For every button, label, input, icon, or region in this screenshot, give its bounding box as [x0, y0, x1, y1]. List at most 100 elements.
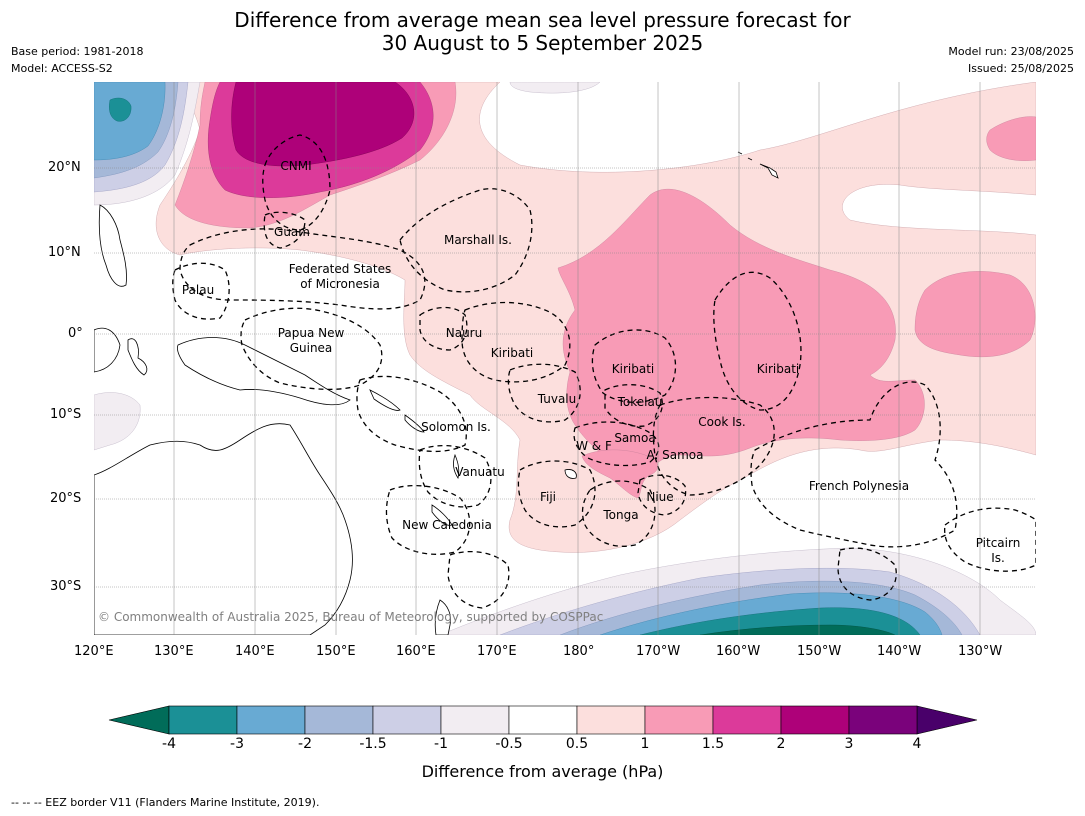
label-fsm-line2: of Micronesia — [300, 277, 380, 291]
eez-kiribati-east — [713, 271, 802, 411]
label-pitcairn-line2: Is. — [991, 551, 1005, 565]
colorbar-under-arrow — [108, 705, 170, 735]
label-marshall: Marshall Is. — [444, 233, 512, 247]
copyright-notice: © Commonwealth of Australia 2025, Bureau… — [98, 610, 603, 624]
lon-label-120e: 120°E — [74, 644, 114, 659]
eez-pitcairn — [944, 507, 1036, 572]
colorbar-tick-label: 4 — [912, 736, 922, 752]
label-png-line2: Guinea — [290, 341, 333, 355]
issued-text: Issued: 25/08/2025 — [967, 62, 1074, 75]
eez-wf-samoa — [573, 421, 660, 467]
map-plot-area: CNMI Guam Marshall Is. Federated States … — [94, 82, 1036, 635]
model-text: Model: ACCESS-S2 — [11, 62, 113, 75]
model-run-text: Model run: 23/08/2025 — [948, 45, 1074, 58]
colorbar-bin — [372, 705, 442, 735]
coastlines — [94, 151, 779, 635]
anomaly-neg1-to-neg0.5-northcentre — [509, 82, 601, 94]
anomaly-1-to-1.5-central — [557, 188, 925, 481]
colorbar-tick-label: -1.5 — [359, 736, 387, 752]
label-fsm-line1: Federated States — [289, 262, 391, 276]
lon-label-130e: 130°E — [154, 644, 194, 659]
colorbar-bin — [168, 705, 238, 735]
label-samoa: Samoa — [614, 431, 655, 445]
label-tonga: Tonga — [602, 508, 638, 522]
lon-label-140w: 140°W — [877, 644, 922, 659]
lat-label-30s: 30°S — [50, 579, 82, 594]
eez-solomon — [356, 375, 467, 453]
colorbar-tick-label: 3 — [844, 736, 854, 752]
eez-cnmi — [262, 134, 331, 231]
base-period: Base period: 1981-2018 Model: ACCESS-S2 — [11, 43, 143, 77]
lon-label-150e: 150°E — [316, 644, 356, 659]
eez-borders — [172, 134, 1036, 609]
lon-label-160e: 160°E — [396, 644, 436, 659]
australia-coast — [94, 423, 353, 635]
colorbar-bin — [576, 705, 646, 735]
label-niue: Niue — [646, 490, 673, 504]
anomaly-1-to-1.5-northeast — [986, 116, 1036, 161]
lon-label-150w: 150°W — [797, 644, 842, 659]
label-pitcairn-line1: Pitcairn — [976, 536, 1021, 550]
eez-south-pacific — [837, 547, 897, 601]
label-cnmi: CNMI — [280, 159, 311, 173]
map-title-line1: Difference from average mean sea level p… — [234, 8, 851, 32]
eez-nauru — [419, 306, 468, 351]
eez-vanuatu — [418, 444, 492, 508]
label-vanuatu: Vanuatu — [455, 465, 505, 479]
anomaly-neg1-to-neg0.5-west-tropics — [94, 392, 141, 451]
borneo-coast — [94, 327, 121, 373]
region-labels: CNMI Guam Marshall Is. Federated States … — [182, 159, 1020, 565]
anomaly-below-neg4-south — [699, 624, 896, 635]
colorbar-bin — [304, 705, 374, 735]
lon-label-130w: 130°W — [958, 644, 1003, 659]
colorbar-tick-label: 1 — [640, 736, 650, 752]
label-cook: Cook Is. — [698, 415, 745, 429]
run-info: Model run: 23/08/2025 Issued: 25/08/2025 — [948, 43, 1074, 77]
label-kiribati-west: Kiribati — [491, 346, 533, 360]
lat-gridlines — [94, 167, 1036, 588]
colorbar-over-arrow — [916, 705, 978, 735]
label-new-caledonia: New Caledonia — [402, 518, 492, 532]
new-caledonia-coast — [431, 504, 453, 526]
eez-palau — [172, 262, 230, 320]
eez-footnote: -- -- -- EEZ border V11 (Flanders Marine… — [11, 796, 320, 809]
eez-niue — [637, 474, 687, 516]
colorbar-bin — [848, 705, 918, 735]
fiji-coast — [564, 469, 577, 479]
colorbar-bin — [712, 705, 782, 735]
lat-label-10s: 10°S — [50, 407, 82, 422]
label-tokelau: Tokelau — [617, 395, 663, 409]
eez-tonga — [581, 480, 656, 547]
colorbar-bin — [236, 705, 306, 735]
colorbar-tick-label: -1 — [434, 736, 448, 752]
colorbar — [108, 705, 978, 735]
anomaly-neg4-to-neg3-northwest — [109, 97, 132, 122]
label-kiribati-east: Kiribati — [757, 362, 799, 376]
lon-label-160w: 160°W — [716, 644, 761, 659]
label-png-line1: Papua New — [278, 326, 345, 340]
colorbar-tick-label: 2 — [776, 736, 786, 752]
colorbar-tick-label: -2 — [298, 736, 312, 752]
label-asamoa: A. Samoa — [647, 448, 704, 462]
colorbar-tick-label: 0.5 — [565, 736, 589, 752]
label-french-polynesia: French Polynesia — [809, 479, 909, 493]
colorbar-bin — [644, 705, 714, 735]
eez-png — [240, 307, 383, 390]
lon-label-180: 180° — [563, 644, 595, 659]
eez-kiribati-west — [461, 301, 571, 383]
sulawesi-coast — [127, 338, 148, 376]
vanuatu-coast — [453, 453, 460, 479]
lon-label-140e: 140°E — [235, 644, 275, 659]
eez-tokelau — [604, 384, 663, 427]
eez-kiribati-central — [591, 329, 677, 403]
label-solomon: Solomon Is. — [421, 420, 491, 434]
label-wf: W & F — [576, 439, 612, 453]
eez-fiji — [517, 460, 596, 528]
lat-label-20s: 20°S — [50, 491, 82, 506]
colorbar-bin — [780, 705, 850, 735]
lon-label-170e: 170°E — [477, 644, 517, 659]
label-tuvalu: Tuvalu — [537, 392, 577, 406]
label-guam: Guam — [274, 225, 310, 239]
lat-label-10n: 10°N — [48, 245, 81, 260]
